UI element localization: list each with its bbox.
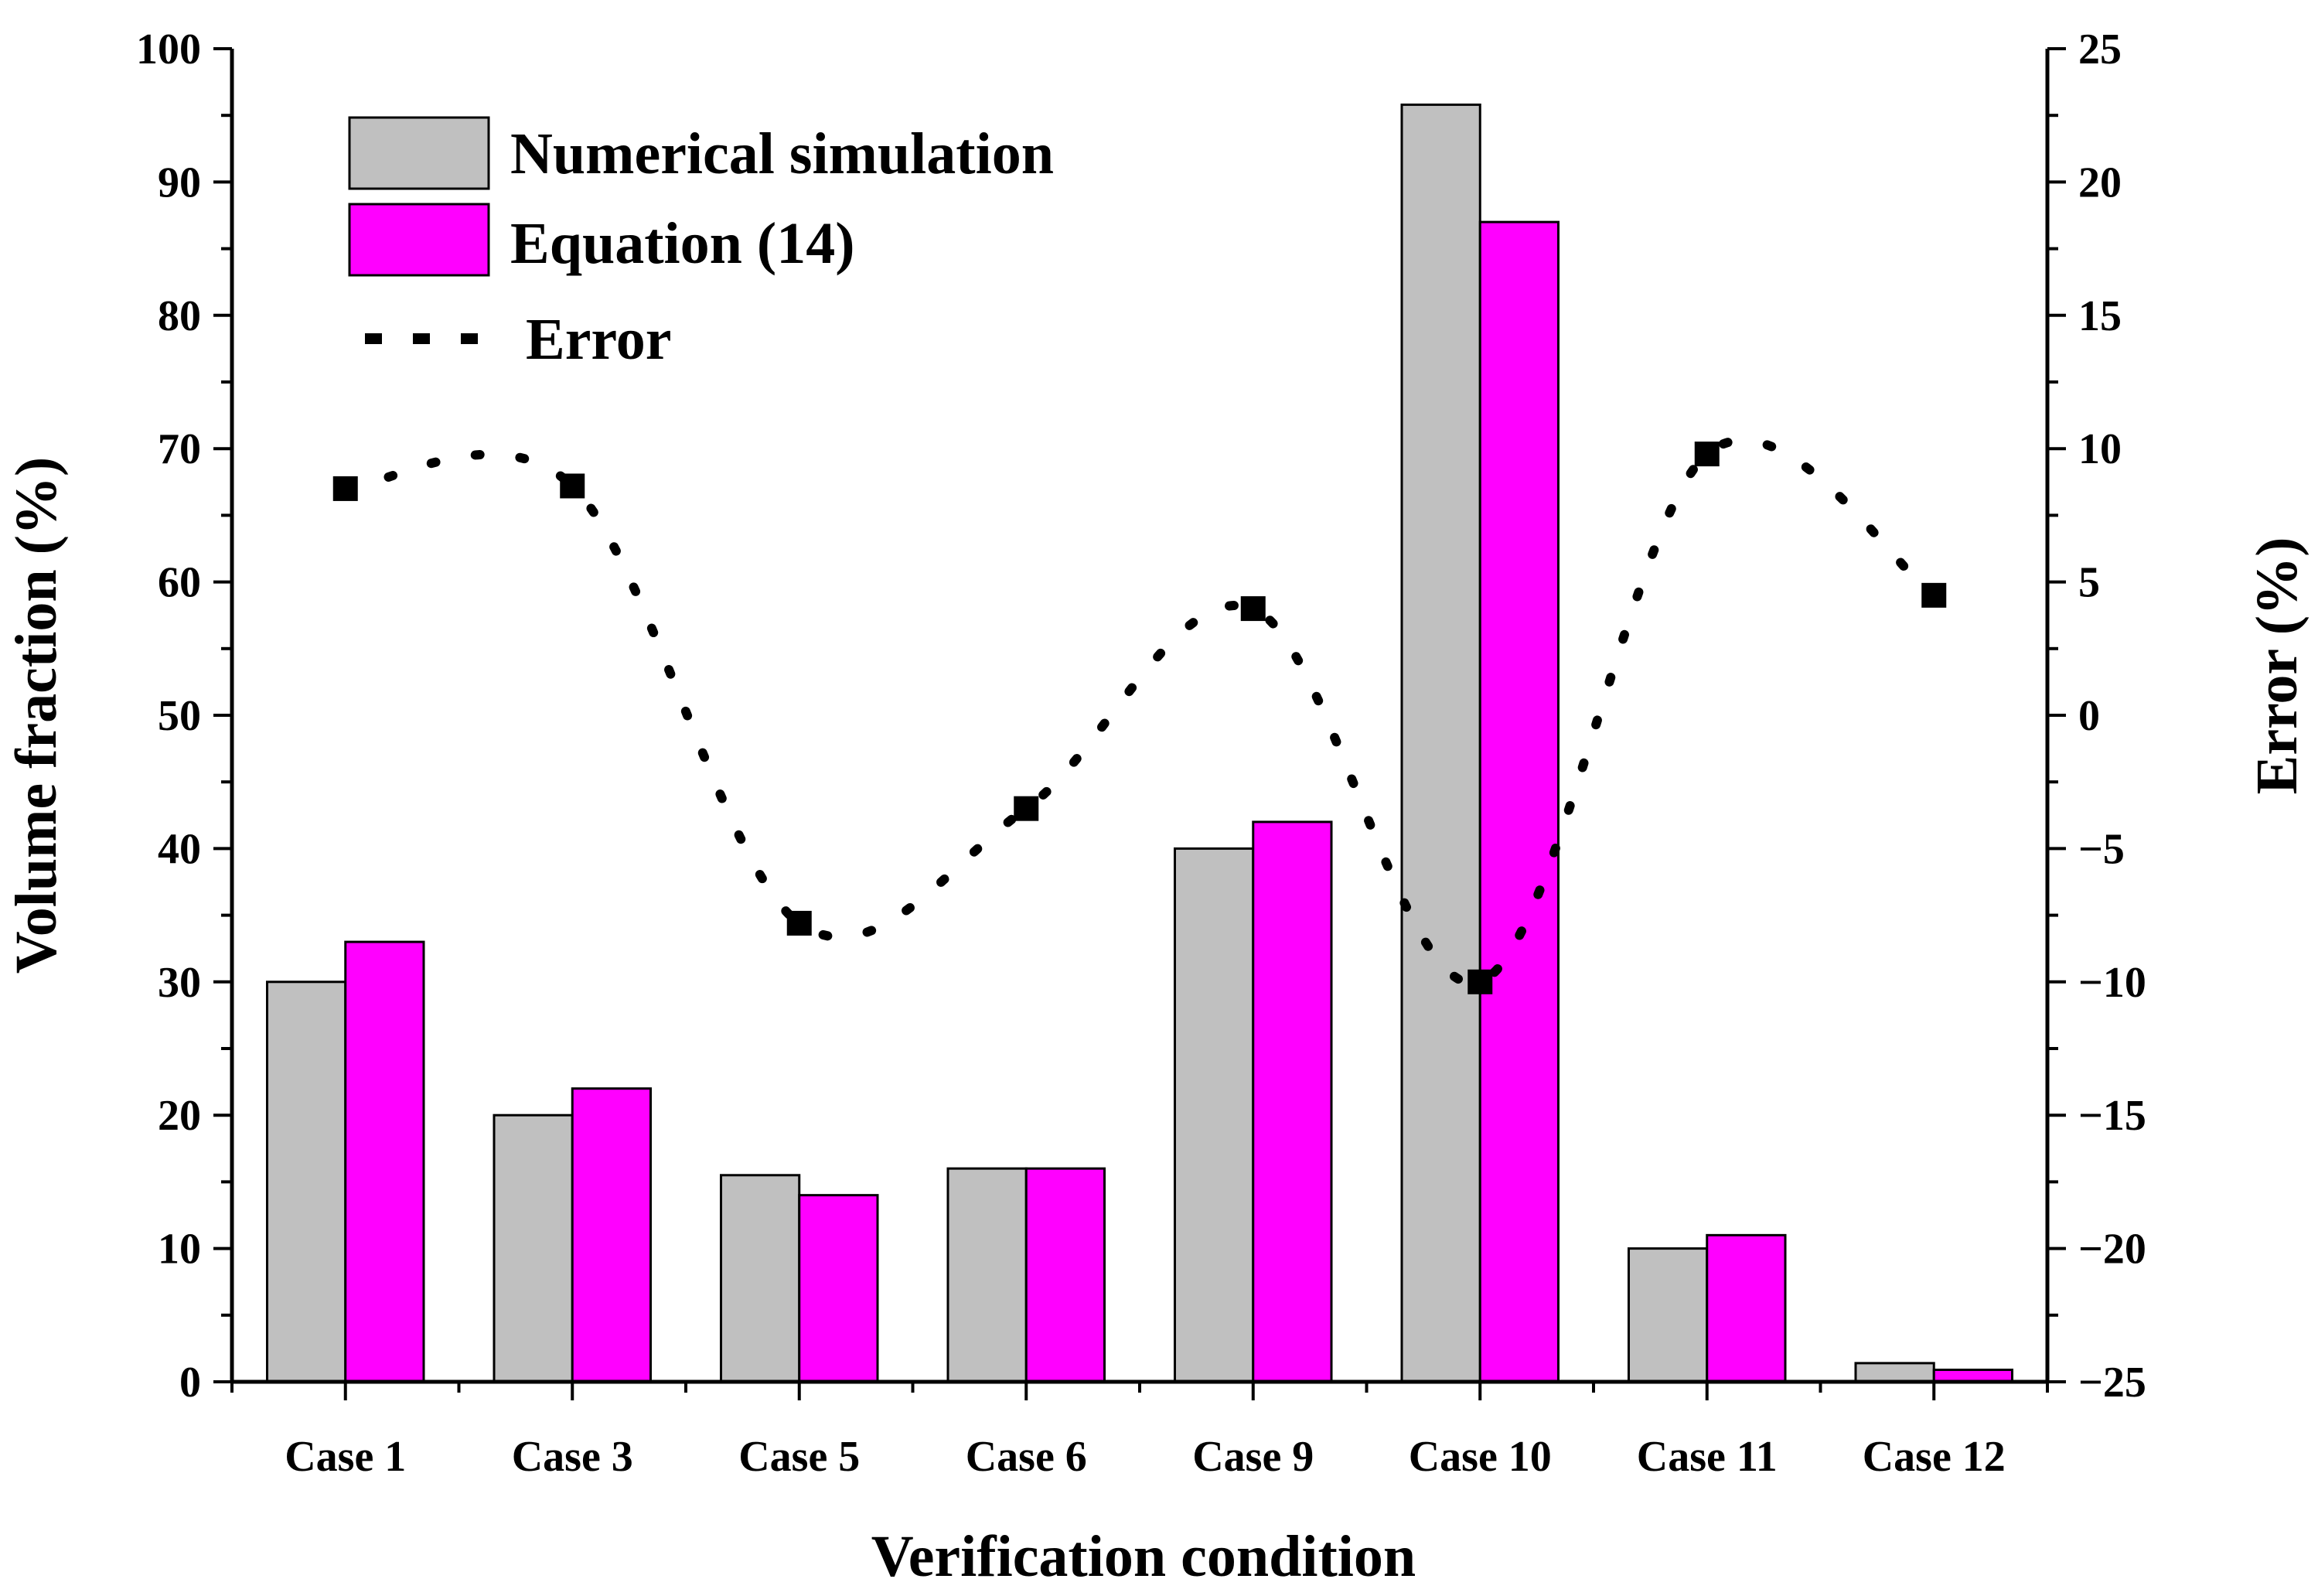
y2-tick-label-4: 5: [2078, 559, 2100, 607]
bar-equation-14-case-10: [1478, 220, 1560, 1383]
y-tick-label-100: 100: [136, 26, 201, 73]
y-tick-label-70: 70: [158, 425, 201, 473]
y-axis-title: Volume fraction (%): [4, 457, 69, 974]
error-marker-case-11: [1694, 442, 1720, 467]
y2-tick-label-8: −15: [2078, 1092, 2146, 1140]
bar-layer: [265, 103, 2014, 1383]
y2-axis-title: Error (%): [2245, 537, 2309, 795]
bar-numerical-simulation-case-3: [493, 1113, 574, 1383]
y-tick-label-60: 60: [158, 559, 201, 607]
error-line: [340, 435, 1939, 988]
x-tick-label-case-11: Case 11: [1637, 1433, 1778, 1481]
error-marker-case-12: [1921, 582, 1947, 608]
y-tick-label-50: 50: [158, 692, 201, 740]
error-marker-case-5: [786, 910, 812, 936]
bar-numerical-simulation-case-12: [1854, 1362, 1935, 1383]
y-tick-label-40: 40: [158, 825, 201, 873]
bar-equation-14-case-11: [1706, 1233, 1787, 1383]
error-line-layer: [332, 435, 1947, 994]
x-tick-label-case-3: Case 3: [512, 1433, 633, 1481]
y-tick-label-80: 80: [158, 292, 201, 340]
error-marker-case-1: [332, 476, 358, 501]
x-axis-title: Verification condition: [871, 1524, 1416, 1589]
bar-equation-14-case-5: [798, 1194, 879, 1383]
bar-numerical-simulation-case-5: [719, 1174, 801, 1383]
y-tick-label-30: 30: [158, 959, 201, 1007]
error-marker-case-10: [1467, 969, 1493, 994]
y2-tick-label-1: 20: [2078, 159, 2122, 206]
legend: Numerical simulation Equation (14) Error: [348, 116, 1054, 372]
bar-equation-14-case-3: [571, 1087, 653, 1383]
error-marker-case-3: [560, 473, 585, 499]
bar-equation-14-case-6: [1024, 1167, 1106, 1383]
y2-tick-label-5: 0: [2078, 692, 2100, 740]
x-tick-label-case-10: Case 10: [1409, 1433, 1552, 1481]
x-tick-label-case-1: Case 1: [285, 1433, 406, 1481]
bar-numerical-simulation-case-6: [946, 1167, 1028, 1383]
legend-label-error: Error: [526, 307, 672, 372]
y2-tick-label-6: −5: [2078, 825, 2125, 873]
bar-equation-14-case-9: [1252, 820, 1333, 1383]
y-tick-label-20: 20: [158, 1092, 201, 1140]
y2-tick-label-7: −10: [2078, 959, 2146, 1007]
bar-equation-14-case-1: [344, 940, 425, 1383]
y2-tick-label-9: −20: [2078, 1226, 2146, 1274]
y2-tick-label-0: 25: [2078, 26, 2122, 73]
error-marker-case-9: [1240, 596, 1266, 622]
y2-tick-label-3: 10: [2078, 425, 2122, 473]
bar-numerical-simulation-case-10: [1400, 103, 1481, 1383]
legend-label-numerical-simulation: Numerical simulation: [510, 121, 1054, 186]
y-tick-label-0: 0: [179, 1359, 201, 1407]
error-marker-case-6: [1014, 796, 1039, 821]
bar-numerical-simulation-case-11: [1627, 1247, 1709, 1383]
x-tick-label-case-5: Case 5: [738, 1433, 860, 1481]
axes-layer: [213, 47, 2066, 1400]
legend-swatch-numerical-simulation: [348, 116, 490, 190]
bar-numerical-simulation-case-1: [265, 980, 347, 1383]
x-tick-label-case-9: Case 9: [1192, 1433, 1314, 1481]
y2-tick-label-10: −25: [2078, 1359, 2146, 1407]
y2-tick-label-2: 15: [2078, 292, 2122, 340]
y-tick-label-10: 10: [158, 1226, 201, 1274]
y-tick-label-90: 90: [158, 159, 201, 206]
legend-swatch-equation-14: [348, 203, 490, 277]
bar-numerical-simulation-case-9: [1173, 847, 1255, 1383]
legend-label-equation-14: Equation (14): [510, 211, 855, 276]
x-tick-label-case-6: Case 6: [966, 1433, 1087, 1481]
x-tick-label-case-12: Case 12: [1863, 1433, 2006, 1481]
